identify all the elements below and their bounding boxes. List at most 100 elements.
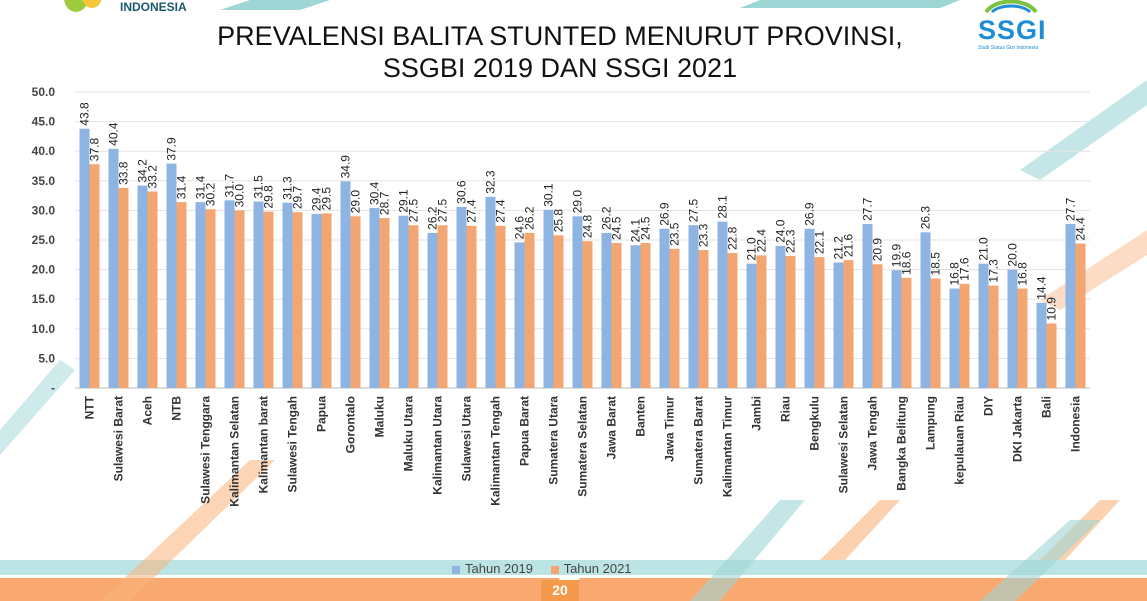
x-tick-label: Bengkulu	[808, 396, 822, 451]
bar-2021	[901, 277, 912, 388]
bar-2021	[263, 211, 274, 388]
x-tick-label: Sulawesi Utara	[460, 396, 474, 482]
bar-2021	[350, 216, 361, 388]
x-tick-label: Kalimantan Utara	[431, 396, 445, 495]
data-label-2019: 43.8	[78, 102, 92, 126]
bar-2021	[727, 253, 738, 388]
top-teal-stripe-right	[740, 0, 960, 8]
y-tick-label: 20.0	[32, 263, 56, 277]
x-tick-label: Indonesia	[1069, 396, 1083, 452]
bar-2021	[843, 260, 854, 388]
data-label-2019: 26.2	[426, 206, 440, 230]
data-label-2021: 24.5	[610, 216, 624, 240]
bar-2021	[930, 278, 941, 388]
data-label-2021: 21.6	[842, 233, 856, 257]
bar-2021	[785, 255, 796, 388]
x-tick-label: Gorontalo	[344, 396, 358, 453]
data-label-2021: 22.8	[726, 226, 740, 250]
bar-2021	[495, 225, 506, 388]
right-teal-stripe	[1020, 80, 1147, 180]
data-label-2019: 24.0	[774, 219, 788, 243]
bar-2019	[195, 202, 206, 388]
bar-2021	[437, 225, 448, 388]
org-text: INDONESIA	[120, 0, 187, 14]
left-logo-icon	[64, 0, 102, 12]
x-tick-label: Jawa Barat	[605, 396, 619, 459]
x-tick-label: DKI Jakarta	[1011, 396, 1025, 462]
bar-2019	[1007, 269, 1018, 388]
y-tick-label: 40.0	[32, 144, 56, 158]
y-tick-label: 10.0	[32, 322, 56, 336]
x-tick-label: Kalimantan Tengah	[489, 396, 503, 506]
bar-2019	[427, 232, 438, 388]
bar-2019	[920, 232, 931, 388]
data-label-2021: 22.3	[784, 229, 798, 253]
chart-title: PREVALENSI BALITA STUNTED MENURUT PROVIN…	[140, 20, 980, 84]
data-label-2021: 29.8	[262, 185, 276, 209]
data-label-2021: 29.5	[320, 187, 334, 211]
x-tick-label: Lampung	[924, 396, 938, 450]
x-tick-label: Jawa Tengah	[866, 396, 880, 470]
data-label-2019: 29.1	[397, 189, 411, 213]
data-label-2019: 26.3	[919, 206, 933, 230]
bar-2021	[959, 283, 970, 388]
bar-2021	[466, 225, 477, 388]
bar-2019	[833, 262, 844, 388]
legend-label-2019: Tahun 2019	[465, 561, 533, 576]
bar-2021	[756, 255, 767, 388]
x-tick-label: Sulawesi Selatan	[837, 396, 851, 493]
data-label-2019: 40.4	[107, 122, 121, 146]
data-label-2019: 27.7	[861, 197, 875, 221]
data-label-2021: 27.4	[494, 199, 508, 223]
legend-swatch-2021	[550, 565, 559, 574]
x-tick-label: NTT	[83, 395, 97, 419]
data-label-2019: 29.0	[571, 190, 585, 214]
bar-2019	[717, 221, 728, 388]
x-tick-label: Sumatera Selatan	[576, 396, 590, 497]
bar-2019	[891, 270, 902, 388]
data-label-2019: 31.3	[281, 176, 295, 200]
bar-2019	[862, 224, 873, 388]
bar-2019	[514, 242, 525, 388]
data-label-2021: 27.4	[465, 199, 479, 223]
data-label-2021: 25.8	[552, 209, 566, 233]
x-tick-label: Papua	[315, 396, 329, 432]
bar-2021	[524, 232, 535, 388]
x-tick-label: Sulawesi Barat	[112, 396, 126, 481]
data-label-2021: 23.5	[668, 222, 682, 246]
x-tick-label: Maluku	[373, 396, 387, 437]
bar-2019	[108, 148, 119, 388]
data-label-2021: 10.9	[1045, 297, 1059, 321]
top-teal-stripe	[220, 0, 330, 10]
bar-2021	[118, 187, 129, 388]
data-label-2021: 37.8	[88, 138, 102, 162]
bar-2021	[872, 264, 883, 388]
x-tick-label: Sumatera Utara	[547, 396, 561, 485]
bar-2019	[311, 213, 322, 388]
bar-2019	[1065, 224, 1076, 388]
bar-2019	[688, 225, 699, 388]
data-label-2021: 28.7	[378, 191, 392, 215]
data-label-2019: 20.0	[1006, 243, 1020, 267]
data-label-2019: 30.6	[455, 180, 469, 204]
bar-2019	[253, 201, 264, 388]
data-label-2019: 21.2	[832, 236, 846, 260]
data-label-2019: 26.9	[658, 202, 672, 226]
x-tick-label: Kalimantan barat	[257, 396, 271, 493]
data-label-2019: 30.1	[542, 183, 556, 207]
ssgi-logo-subtitle: Studi Status Gizi Indonesia	[978, 45, 1039, 51]
bar-2021	[1017, 288, 1028, 388]
bar-2021	[321, 213, 332, 388]
bar-2019	[601, 232, 612, 388]
x-tick-label: Kalimantan Timur	[721, 396, 735, 497]
page-number: 20	[541, 580, 579, 601]
data-label-2019: 24.6	[513, 216, 527, 240]
bar-2019	[659, 228, 670, 388]
x-tick-label: Bangka Belitung	[895, 396, 909, 491]
left-teal-stripe	[0, 360, 75, 455]
x-tick-label: Sulawesi Tenggara	[199, 396, 213, 504]
title-line-2: SSGBI 2019 DAN SSGI 2021	[382, 53, 738, 83]
data-label-2019: 24.1	[629, 219, 643, 243]
bar-2021	[698, 250, 709, 388]
